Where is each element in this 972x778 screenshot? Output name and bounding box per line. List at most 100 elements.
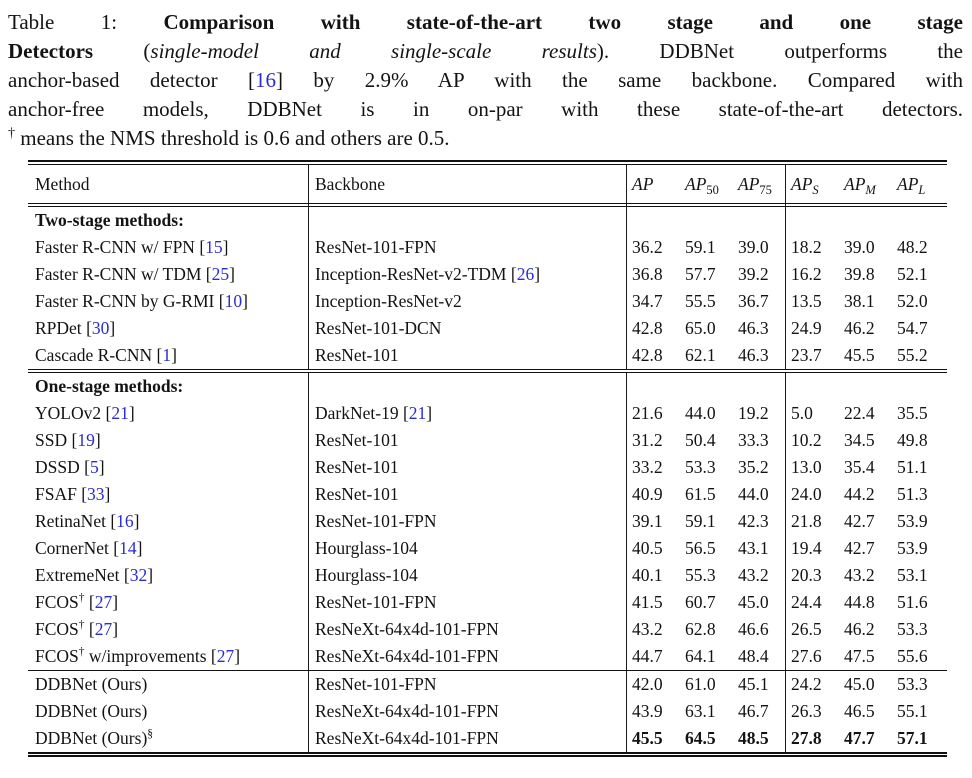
- backbone-cell: ResNeXt-64x4d-101-FPN: [309, 616, 627, 643]
- table-row: FCOS† [27] ResNeXt-64x4d-101-FPN 43.2 62.8 4…: [28, 616, 947, 643]
- metric-value-cell: 40.5: [632, 538, 663, 558]
- empty-cell: [309, 373, 627, 400]
- citation-link[interactable]: 26: [516, 264, 535, 284]
- backbone-name: Hourglass-104: [315, 538, 418, 558]
- citation-link[interactable]: 33: [87, 484, 105, 504]
- metric-value-cell: 62.1: [685, 345, 716, 365]
- backbone-name: ResNet-101: [315, 345, 399, 365]
- metric-base: AP: [791, 174, 813, 194]
- backbone-name: ResNet-101-FPN: [315, 592, 437, 612]
- backbone-name: ResNet-101-FPN: [315, 674, 437, 694]
- metric-value-cell: 61.5: [685, 484, 716, 504]
- metric-value-cell: 22.4: [844, 403, 875, 423]
- method-cell: DDBNet (Ours): [28, 698, 309, 725]
- metric-value-cell: 51.1: [897, 457, 928, 477]
- method-name: RPDet: [35, 318, 82, 338]
- metric-value-cell: 48.5: [733, 725, 786, 752]
- citation-link[interactable]: 25: [211, 264, 230, 284]
- metric-value-cell: 44.0: [733, 481, 786, 508]
- metric-value-cell: 64.5: [685, 728, 716, 748]
- cite-bracket: ]: [229, 264, 235, 284]
- metric-value-cell: 42.8: [632, 345, 663, 365]
- metric-value-cell: 20.3: [791, 565, 822, 585]
- metric-value-cell: 55.5: [685, 291, 716, 311]
- citation-link[interactable]: 30: [91, 318, 110, 338]
- backbone-name: ResNet-101-DCN: [315, 318, 442, 338]
- citation-link[interactable]: 1: [162, 345, 172, 365]
- metric-value-cell: 48.2: [897, 237, 928, 257]
- metric-value-cell: 13.0: [791, 457, 822, 477]
- metric-value-cell: 42.0: [632, 674, 663, 694]
- metric-value-cell: 21.8: [791, 511, 822, 531]
- section-label-row: One-stage methods:: [28, 373, 947, 400]
- citation-link[interactable]: 16: [116, 511, 134, 531]
- metric-value-cell: 35.2: [733, 454, 786, 481]
- backbone-cell: ResNet-101: [309, 454, 627, 481]
- backbone-name: DarkNet-19: [315, 403, 399, 423]
- header-bottom-rule: [28, 203, 947, 207]
- metric-value-cell: 55.1: [897, 701, 928, 721]
- method-name: Faster R-CNN by G-RMI: [35, 291, 215, 311]
- cite-bracket: [: [101, 403, 112, 423]
- metric-value-cell: 47.7: [844, 728, 875, 748]
- table-row: Faster R-CNN w/ TDM [25] Inception-ResNet…: [28, 261, 947, 288]
- metric-value-cell: 19.4: [791, 538, 822, 558]
- table-header-row: Method Backbone AP AP50 AP75 APS APM APL: [28, 165, 947, 209]
- citation-link[interactable]: 5: [89, 457, 99, 477]
- metric-value-cell: 43.2: [844, 565, 875, 585]
- caption-text: anchor-free models, DDBNet is in on-par …: [8, 97, 963, 121]
- method-cell: Cascade R-CNN [1]: [28, 342, 309, 369]
- backbone-cell: ResNet-101-FPN: [309, 671, 627, 698]
- citation-link[interactable]: 27: [94, 592, 113, 612]
- metric-value-cell: 45.5: [844, 345, 875, 365]
- metric-value-cell: 53.3: [685, 457, 716, 477]
- metric-value-cell: 31.2: [632, 430, 663, 450]
- citation-link[interactable]: 21: [408, 403, 427, 423]
- metric-subscript: L: [918, 183, 926, 197]
- citation-link[interactable]: 21: [111, 403, 129, 423]
- method-name: RetinaNet: [35, 511, 106, 531]
- citation-link[interactable]: 27: [94, 619, 113, 639]
- header-method: Method: [28, 165, 309, 209]
- cite-bracket: ]: [426, 403, 433, 423]
- metric-value-cell: 5.0: [791, 403, 813, 423]
- header-backbone: Backbone: [309, 165, 627, 209]
- table-row: Cascade R-CNN [1] ResNet-101 42.8 62.1 46.3 2…: [28, 342, 947, 369]
- backbone-cell: ResNeXt-64x4d-101-FPN: [309, 643, 627, 670]
- method-name: CornerNet: [35, 538, 109, 558]
- table-row: DDBNet (Ours) ResNet-101-FPN 42.0 61.0 45.1 2…: [28, 671, 947, 698]
- citation-link[interactable]: 27: [216, 646, 235, 666]
- cite-bracket: ]: [534, 264, 541, 284]
- method-cell: CornerNet [14]: [28, 535, 309, 562]
- citation-link[interactable]: 10: [224, 291, 243, 311]
- metric-value-cell: 46.7: [733, 698, 786, 725]
- backbone-name: Inception-ResNet-v2-TDM: [315, 264, 507, 284]
- caption-line: Detectors (single-model and single-scale…: [8, 37, 963, 66]
- citation-link[interactable]: 14: [119, 538, 137, 558]
- section-label: Two-stage methods:: [28, 207, 309, 234]
- citation-link[interactable]: 15: [205, 237, 223, 257]
- empty-cell: [733, 207, 786, 234]
- backbone-cell: ResNet-101-FPN: [309, 589, 627, 616]
- method-cell: Faster R-CNN w/ TDM [25]: [28, 261, 309, 288]
- metric-value-cell: 54.7: [897, 318, 928, 338]
- citation-link[interactable]: 16: [254, 68, 276, 92]
- metric-value-cell: 39.0: [733, 234, 786, 261]
- metric-value-cell: 53.9: [897, 538, 928, 558]
- citation-link[interactable]: 32: [129, 565, 148, 585]
- backbone-cell: ResNet-101-FPN: [309, 234, 627, 261]
- citation-link[interactable]: 19: [77, 430, 95, 450]
- backbone-cell: ResNet-101: [309, 481, 627, 508]
- metric-value-cell: 45.5: [632, 728, 663, 748]
- cite-bracket: ]: [94, 430, 101, 450]
- method-name: FSAF: [35, 484, 77, 504]
- backbone-cell: Inception-ResNet-v2: [309, 288, 627, 315]
- cite-bracket: [: [506, 264, 517, 284]
- caption-text: ]: [275, 68, 283, 92]
- cite-bracket: [: [79, 457, 90, 477]
- metric-value-cell: 24.0: [791, 484, 822, 504]
- empty-cell: [839, 373, 892, 400]
- cite-bracket: ]: [136, 538, 143, 558]
- metric-value-cell: 39.8: [844, 264, 875, 284]
- header-metric: AP75: [733, 165, 786, 209]
